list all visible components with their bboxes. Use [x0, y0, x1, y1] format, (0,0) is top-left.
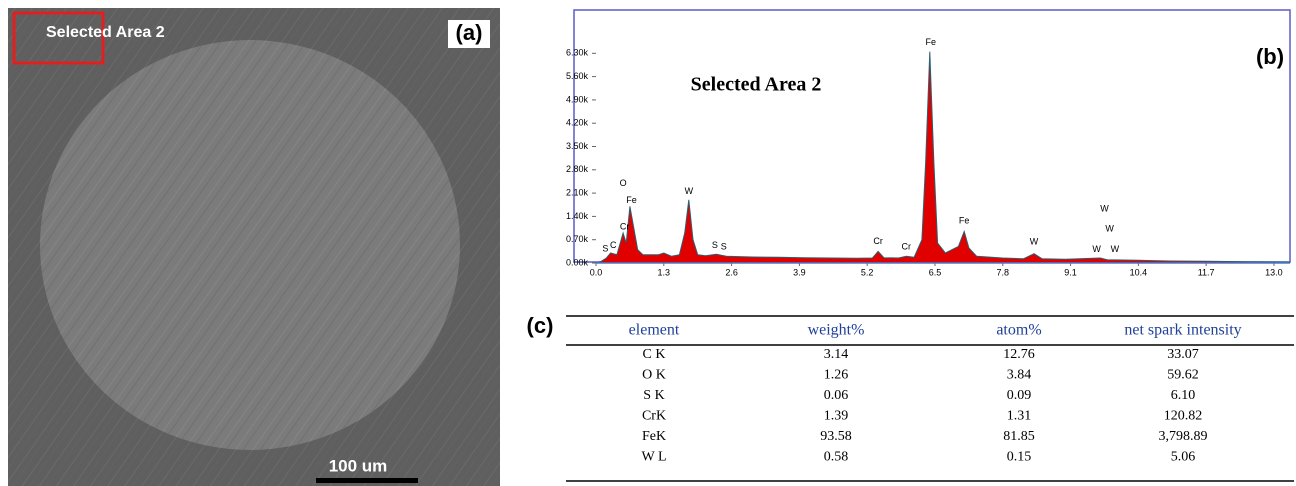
table-cell: 0.58 — [824, 450, 849, 465]
x-tick-label: 9.1 — [1064, 267, 1077, 277]
table-cell: 3,798.89 — [1159, 429, 1208, 444]
y-tick-label: 0.70k — [566, 234, 589, 244]
table-cell: 120.82 — [1164, 409, 1203, 424]
table-cell: 0.15 — [1007, 450, 1032, 465]
y-tick-label: 5.60k — [566, 71, 589, 81]
peak-label: Fe — [626, 195, 637, 205]
panel-label: (a) — [456, 20, 483, 45]
table-cell: 3.14 — [824, 347, 849, 362]
peak-label: W — [1030, 237, 1039, 247]
x-tick-label: 5.2 — [861, 267, 874, 277]
y-tick-label: 6.30k — [566, 48, 589, 58]
panel-label: (b) — [1256, 44, 1284, 69]
peak-label: Cr — [620, 221, 630, 231]
x-tick-label: 7.8 — [997, 267, 1010, 277]
y-tick-label: 2.80k — [566, 164, 589, 174]
peak-label: C — [610, 240, 617, 250]
scale-bar — [316, 478, 418, 483]
peak-label: S — [602, 243, 608, 253]
x-tick-label: 10.4 — [1130, 267, 1148, 277]
x-tick-label: 11.7 — [1198, 267, 1215, 277]
table-cell: FeK — [642, 429, 666, 444]
peak-label: W — [1105, 223, 1114, 233]
table-cell: 0.06 — [824, 388, 849, 403]
peak-label: Cr — [902, 242, 912, 252]
sem-image: Selected Area 2 (a) 100 um — [8, 8, 500, 486]
table-cell: 93.58 — [820, 429, 852, 444]
x-tick-label: 13.0 — [1265, 267, 1283, 277]
table-cell: 33.07 — [1167, 347, 1199, 362]
x-tick-label: 0.0 — [590, 267, 603, 277]
x-tick-label: 1.3 — [658, 267, 671, 277]
peak-label: W — [685, 186, 694, 196]
peak-label: Fe — [926, 37, 937, 47]
y-tick-label: 1.40k — [566, 211, 589, 221]
panel-label: (c) — [527, 313, 554, 338]
spectrum-area — [595, 51, 1291, 264]
chart-title: Selected Area 2 — [691, 74, 822, 96]
table-cell: O K — [642, 368, 666, 383]
peak-label: W — [1100, 203, 1109, 213]
y-tick-label: 2.10k — [566, 187, 589, 197]
table-cell: CrK — [642, 409, 666, 424]
peak-label: S — [712, 240, 718, 250]
table-cell: 3.84 — [1007, 368, 1032, 383]
peak-label: Cr — [873, 236, 883, 246]
scale-bar-label: 100 um — [329, 456, 388, 475]
table-cell: 5.06 — [1171, 450, 1196, 465]
peak-label: Fe — [959, 215, 970, 225]
table-cell: 0.09 — [1007, 388, 1032, 403]
table-cell: 1.26 — [824, 368, 849, 383]
table-cell: 6.10 — [1171, 388, 1196, 403]
column-header: net spark intensity — [1124, 322, 1241, 339]
peak-label: O — [620, 178, 627, 188]
y-tick-label: 4.90k — [566, 94, 589, 104]
peak-label: S — [721, 242, 727, 252]
table: element weight% atom% net spark intensity C … — [566, 315, 1294, 482]
y-tick-label: 0.00k — [566, 257, 589, 267]
column-header: atom% — [996, 322, 1041, 339]
x-tick-label: 2.6 — [725, 267, 738, 277]
x-tick-label: 6.5 — [929, 267, 942, 277]
table-cell: C K — [643, 347, 666, 362]
table-cell: W L — [641, 450, 666, 465]
peak-label: W — [1111, 244, 1120, 254]
table-cell: 1.31 — [1007, 409, 1032, 424]
x-tick-label: 3.9 — [793, 267, 806, 277]
y-tick-label: 4.20k — [566, 118, 589, 128]
column-header: element — [629, 322, 680, 339]
column-header: weight% — [808, 322, 865, 339]
image-caption: Selected Area 2 — [46, 24, 165, 41]
table-cell: 59.62 — [1167, 368, 1199, 383]
table-cell: 81.85 — [1003, 429, 1035, 444]
peak-label: W — [1092, 244, 1101, 254]
plot: 0.00k 0.70k 1.40k 2.10k 2.80k 3.50k 4.20k 4.90k… — [566, 37, 1291, 277]
selection-box — [12, 11, 105, 65]
table-cell: 1.39 — [824, 409, 849, 424]
y-tick-label: 3.50k — [566, 141, 589, 151]
table-cell: 12.76 — [1003, 347, 1035, 362]
table-cell: S K — [643, 388, 664, 403]
